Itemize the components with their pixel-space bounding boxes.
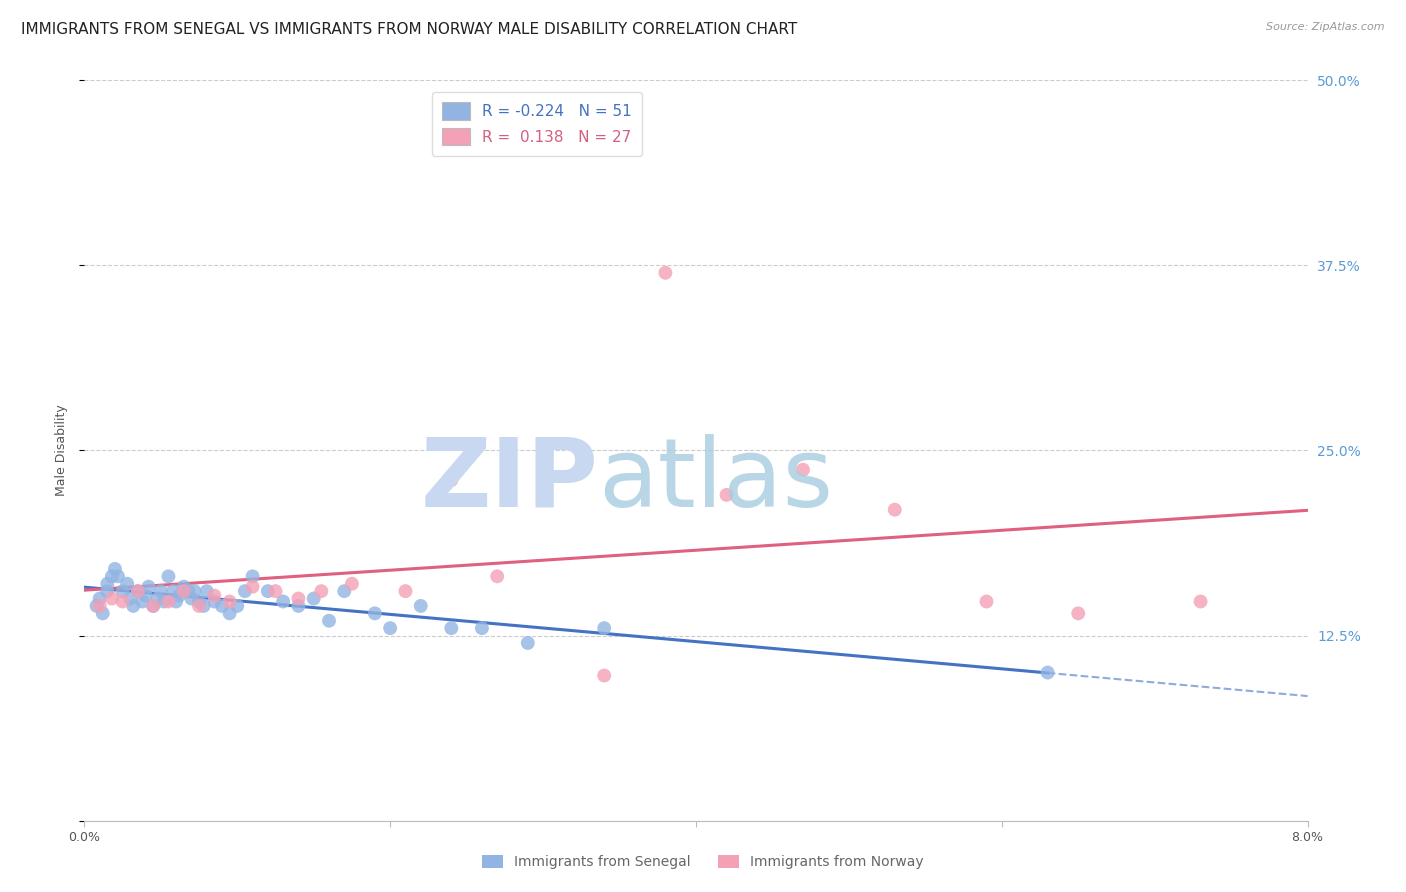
Point <box>1036 665 1059 680</box>
Point <box>193 599 215 613</box>
Point <box>333 584 356 599</box>
Point <box>242 580 264 594</box>
Point <box>142 599 165 613</box>
Point <box>516 636 538 650</box>
Point <box>165 594 187 608</box>
Point <box>440 621 463 635</box>
Point <box>157 569 180 583</box>
Point <box>127 584 149 599</box>
Point <box>394 584 416 599</box>
Point <box>302 591 325 606</box>
Point <box>149 584 172 599</box>
Point <box>226 599 249 613</box>
Point <box>409 599 432 613</box>
Point <box>471 621 494 635</box>
Point <box>153 594 176 608</box>
Point <box>162 584 184 599</box>
Point <box>146 591 169 606</box>
Y-axis label: Male Disability: Male Disability <box>55 405 67 496</box>
Point <box>716 488 738 502</box>
Point <box>127 584 149 599</box>
Point <box>211 599 233 613</box>
Point <box>486 569 509 583</box>
Point <box>86 599 108 613</box>
Point <box>111 584 134 599</box>
Point <box>883 502 905 516</box>
Point <box>96 576 118 591</box>
Point <box>340 576 363 591</box>
Point <box>188 599 211 613</box>
Point <box>257 584 280 599</box>
Point <box>318 614 340 628</box>
Point <box>96 584 118 599</box>
Text: atlas: atlas <box>598 434 834 526</box>
Point <box>593 621 616 635</box>
Point <box>380 621 402 635</box>
Point <box>131 594 153 608</box>
Point <box>107 569 129 583</box>
Point <box>593 668 616 682</box>
Point <box>264 584 287 599</box>
Point <box>173 584 195 599</box>
Point <box>271 594 294 608</box>
Point <box>177 584 200 599</box>
Point <box>101 569 124 583</box>
Point <box>167 589 190 603</box>
Point <box>157 594 180 608</box>
Point <box>120 591 142 606</box>
Point <box>135 589 157 603</box>
Point <box>183 584 205 599</box>
Point <box>311 584 333 599</box>
Legend: R = -0.224   N = 51, R =  0.138   N = 27: R = -0.224 N = 51, R = 0.138 N = 27 <box>432 92 643 156</box>
Point <box>89 599 111 613</box>
Point <box>792 463 814 477</box>
Point <box>115 576 138 591</box>
Point <box>138 580 160 594</box>
Point <box>364 607 387 621</box>
Point <box>440 473 463 487</box>
Text: ZIP: ZIP <box>420 434 598 526</box>
Point <box>142 599 165 613</box>
Point <box>976 594 998 608</box>
Point <box>287 591 309 606</box>
Point <box>195 584 218 599</box>
Point <box>104 562 127 576</box>
Point <box>202 594 225 608</box>
Point <box>173 580 195 594</box>
Point <box>531 458 554 473</box>
Text: Source: ZipAtlas.com: Source: ZipAtlas.com <box>1267 22 1385 32</box>
Point <box>287 599 309 613</box>
Point <box>202 589 225 603</box>
Point <box>1189 594 1212 608</box>
Point <box>122 599 145 613</box>
Point <box>111 594 134 608</box>
Point <box>89 591 111 606</box>
Legend: Immigrants from Senegal, Immigrants from Norway: Immigrants from Senegal, Immigrants from… <box>475 848 931 876</box>
Point <box>654 266 676 280</box>
Point <box>1067 607 1090 621</box>
Point <box>188 594 211 608</box>
Point <box>101 591 124 606</box>
Point <box>91 607 114 621</box>
Text: IMMIGRANTS FROM SENEGAL VS IMMIGRANTS FROM NORWAY MALE DISABILITY CORRELATION CH: IMMIGRANTS FROM SENEGAL VS IMMIGRANTS FR… <box>21 22 797 37</box>
Point <box>218 594 240 608</box>
Point <box>218 607 240 621</box>
Point <box>233 584 256 599</box>
Point <box>180 591 202 606</box>
Point <box>242 569 264 583</box>
